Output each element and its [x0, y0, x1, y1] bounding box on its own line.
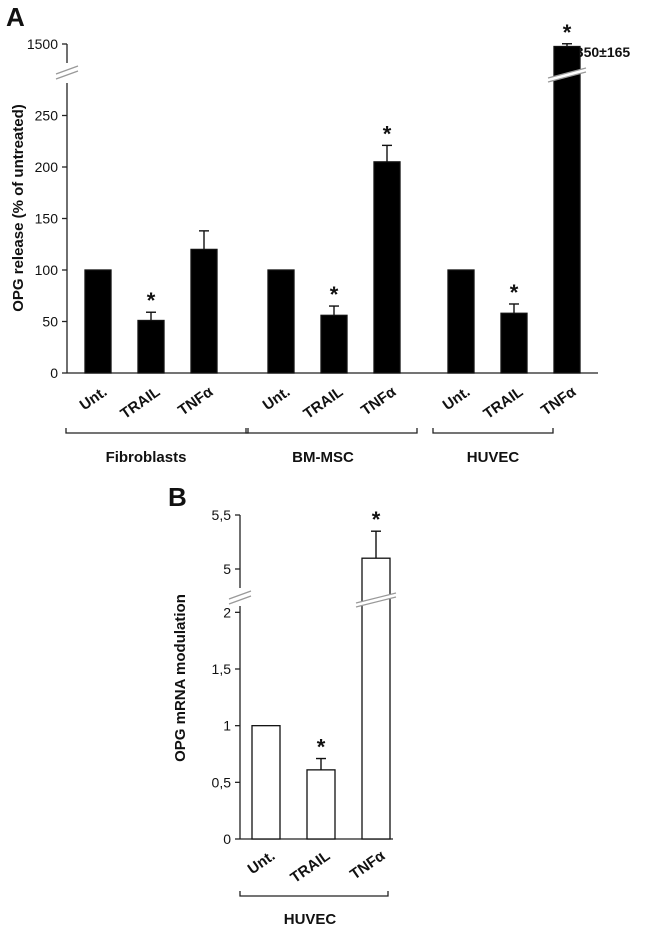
panel-a-category-label-4-unt: Unt.: [260, 383, 294, 414]
panel-b-bar-3-break-line-1: [355, 592, 397, 604]
panel-a-group-bracket-bm-msc: [245, 428, 418, 434]
panel-a-significance-star-9: *: [563, 20, 572, 45]
panel-b-y-tick-label-1: 1: [223, 718, 231, 734]
panel-a-category-label-2-trail: TRAIL: [117, 383, 163, 422]
panel-a-bar-9-break-line-2: [547, 71, 587, 83]
panel-a-significance-star-6: *: [383, 121, 392, 146]
panel-a-group-label-huvec: HUVEC: [467, 449, 520, 466]
panel-a-group-label-fibroblasts: Fibroblasts: [106, 449, 187, 466]
panel-a-category-label-5-trail: TRAIL: [300, 383, 346, 422]
panel-a-significance-star-2: *: [147, 288, 156, 313]
panel-a-y-tick-label-50: 50: [42, 314, 58, 330]
panel-a-axis-break-mark-1: [55, 65, 79, 75]
panel-b-bar-3-break-line-2: [355, 596, 397, 608]
panel-b-letter: B: [168, 482, 187, 512]
panel-b-significance-star-2: *: [317, 735, 326, 760]
panel-a-tnf-value-annotation: 1350±165: [568, 44, 630, 60]
panel-b-group-bracket-huvec: [239, 891, 389, 897]
panel-a-y-tick-label-100: 100: [35, 262, 59, 278]
panel-a-bar-2-trail: [137, 319, 165, 374]
panel-b-y-axis-label: OPG mRNA modulation: [172, 594, 189, 762]
panel-a-y-tick-label-0: 0: [50, 365, 58, 381]
panel-a-category-label-1-unt: Unt.: [77, 383, 111, 414]
panel-b-bar-3-tnf: [361, 557, 391, 840]
panel-b-bar-3-break-gap: [356, 593, 396, 607]
panel-a-y-tick-label-150: 150: [35, 211, 59, 227]
panel-a-significance-star-8: *: [510, 280, 519, 305]
panel-b-category-label-2-trail: TRAIL: [287, 847, 333, 886]
panel-a-y-tick-label-1500: 1500: [27, 36, 58, 52]
panel-a-axis-break-mark-2: [55, 70, 79, 80]
panel-a-bar-3-tnf: [190, 248, 218, 374]
panel-b-bar-1-unt: [251, 725, 281, 840]
panel-b-bar-2-trail: [306, 769, 336, 840]
panel-a-category-label-7-unt: Unt.: [440, 383, 474, 414]
panel-a-category-label-9-tnf: TNFα: [538, 383, 580, 419]
panel-a-bar-7-unt: [447, 269, 475, 374]
panel-b-y-tick-label-1-5: 1,5: [212, 661, 232, 677]
panel-a-significance-star-5: *: [330, 282, 339, 307]
panel-a-category-label-6-tnf: TNFα: [358, 383, 400, 419]
panel-a-bar-9-break-gap: [548, 68, 586, 82]
panel-a-category-label-8-trail: TRAIL: [480, 383, 526, 422]
panel-b-y-tick-label-2: 2: [223, 604, 231, 620]
panel-a-bar-4-unt: [267, 269, 295, 374]
panel-a-bar-1-unt: [84, 269, 112, 374]
panel-a-category-label-3-tnf: TNFα: [175, 383, 217, 419]
panel-a-bar-9-tnf: [553, 45, 581, 374]
panel-a-group-bracket-huvec: [432, 428, 554, 434]
panel-b-group-label-huvec: HUVEC: [284, 911, 337, 928]
panel-b-y-tick-label-5-5: 5,5: [212, 507, 232, 523]
panel-b-chart: 0 0,5 1 1,5 2 5 5,5 Unt. * TRAIL * TNFα: [212, 507, 397, 897]
panel-a-bar-9-break-line-1: [547, 67, 587, 79]
panel-b-significance-star-3: *: [372, 507, 381, 532]
panel-a-bar-8-trail: [500, 312, 528, 374]
panel-a-y-axis-label: OPG release (% of untreated): [10, 104, 27, 312]
panel-b-axis-break-mark-2: [228, 595, 252, 605]
panel-b-y-tick-label-5: 5: [223, 561, 231, 577]
panel-a-group-bracket-fibroblasts: [65, 428, 249, 434]
panel-a-y-tick-label-250: 250: [35, 108, 59, 124]
panel-b-category-label-3-tnf: TNFα: [347, 847, 389, 883]
panel-a-group-label-bm-msc: BM-MSC: [292, 449, 354, 466]
panel-a-chart: 0 50 100 150 200 250 1500 Unt. * TRAIL TNFα Unt. * TR…: [27, 20, 598, 434]
panel-b-y-tick-label-0-5: 0,5: [212, 774, 232, 790]
panel-b-category-label-1-unt: Unt.: [245, 847, 279, 878]
panel-a-letter: A: [6, 2, 25, 32]
panel-a-bar-6-tnf: [373, 161, 401, 374]
panel-b-y-tick-label-0: 0: [223, 831, 231, 847]
panel-a-y-tick-label-200: 200: [35, 159, 59, 175]
panel-a-bar-5-trail: [320, 314, 348, 374]
panel-b-axis-break-mark-1: [228, 590, 252, 600]
